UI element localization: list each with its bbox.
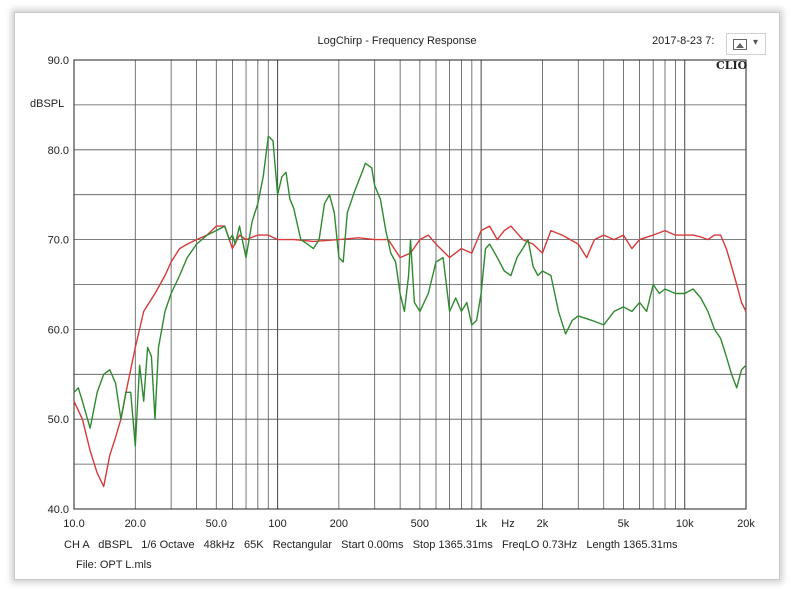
- file-name: File: OPT L.mls: [76, 559, 152, 571]
- x-tick-label: 500: [411, 518, 429, 530]
- y-axis-unit-label: dBSPL: [30, 98, 64, 110]
- x-tick-label: 10k: [676, 518, 694, 530]
- image-icon: [733, 39, 747, 50]
- x-tick-label: 50.0: [206, 518, 227, 530]
- x-tick-label: 5k: [618, 518, 630, 530]
- x-tick-label: 10.0: [63, 518, 84, 530]
- series-layer: [73, 135, 747, 488]
- image-action-button[interactable]: ▾: [726, 33, 766, 55]
- x-tick-label: 20k: [737, 518, 755, 530]
- timestamp: 2017-8-23 7:: [652, 35, 714, 47]
- chart-window: [14, 12, 780, 580]
- measurement-info: CH A dBSPL 1/6 Octave 48kHz 65K Rectangu…: [64, 539, 678, 551]
- series-line-2: [73, 135, 747, 447]
- series-line-1: [73, 225, 747, 488]
- chart-title: LogChirp - Frequency Response: [318, 35, 477, 47]
- y-tick-label: 60.0: [48, 324, 69, 336]
- x-axis-unit-label: Hz: [501, 518, 514, 530]
- x-tick-label: 100: [268, 518, 286, 530]
- x-tick-label: 20.0: [125, 518, 146, 530]
- plot-area: [73, 59, 747, 510]
- y-tick-label: 80.0: [48, 145, 69, 157]
- axis-labels: 10.0 20.0 50.0 100 200 500 1k 2k 5k 10k 20k 90.0 80.…: [48, 55, 756, 530]
- clio-logo: CLIO: [716, 59, 748, 72]
- y-tick-label: 90.0: [48, 55, 69, 67]
- y-tick-label: 70.0: [48, 235, 69, 247]
- x-tick-label: 2k: [537, 518, 549, 530]
- chevron-down-icon: ▾: [753, 37, 759, 48]
- y-tick-label: 40.0: [48, 504, 69, 516]
- x-tick-label: 1k: [475, 518, 487, 530]
- y-tick-label: 50.0: [48, 414, 69, 426]
- x-tick-label: 200: [330, 518, 348, 530]
